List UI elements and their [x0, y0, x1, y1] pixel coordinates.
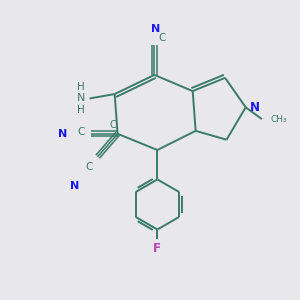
Text: CH₃: CH₃ — [271, 115, 287, 124]
Text: C: C — [110, 120, 116, 130]
Text: N: N — [250, 101, 260, 114]
Text: N: N — [151, 24, 160, 34]
Text: H: H — [77, 105, 85, 115]
Text: N: N — [76, 94, 85, 103]
Text: C: C — [159, 33, 166, 43]
Text: H: H — [77, 82, 85, 92]
Text: C: C — [85, 162, 93, 172]
Text: N: N — [58, 129, 68, 139]
Text: N: N — [70, 181, 80, 191]
Text: C: C — [78, 127, 85, 137]
Text: F: F — [153, 242, 161, 255]
